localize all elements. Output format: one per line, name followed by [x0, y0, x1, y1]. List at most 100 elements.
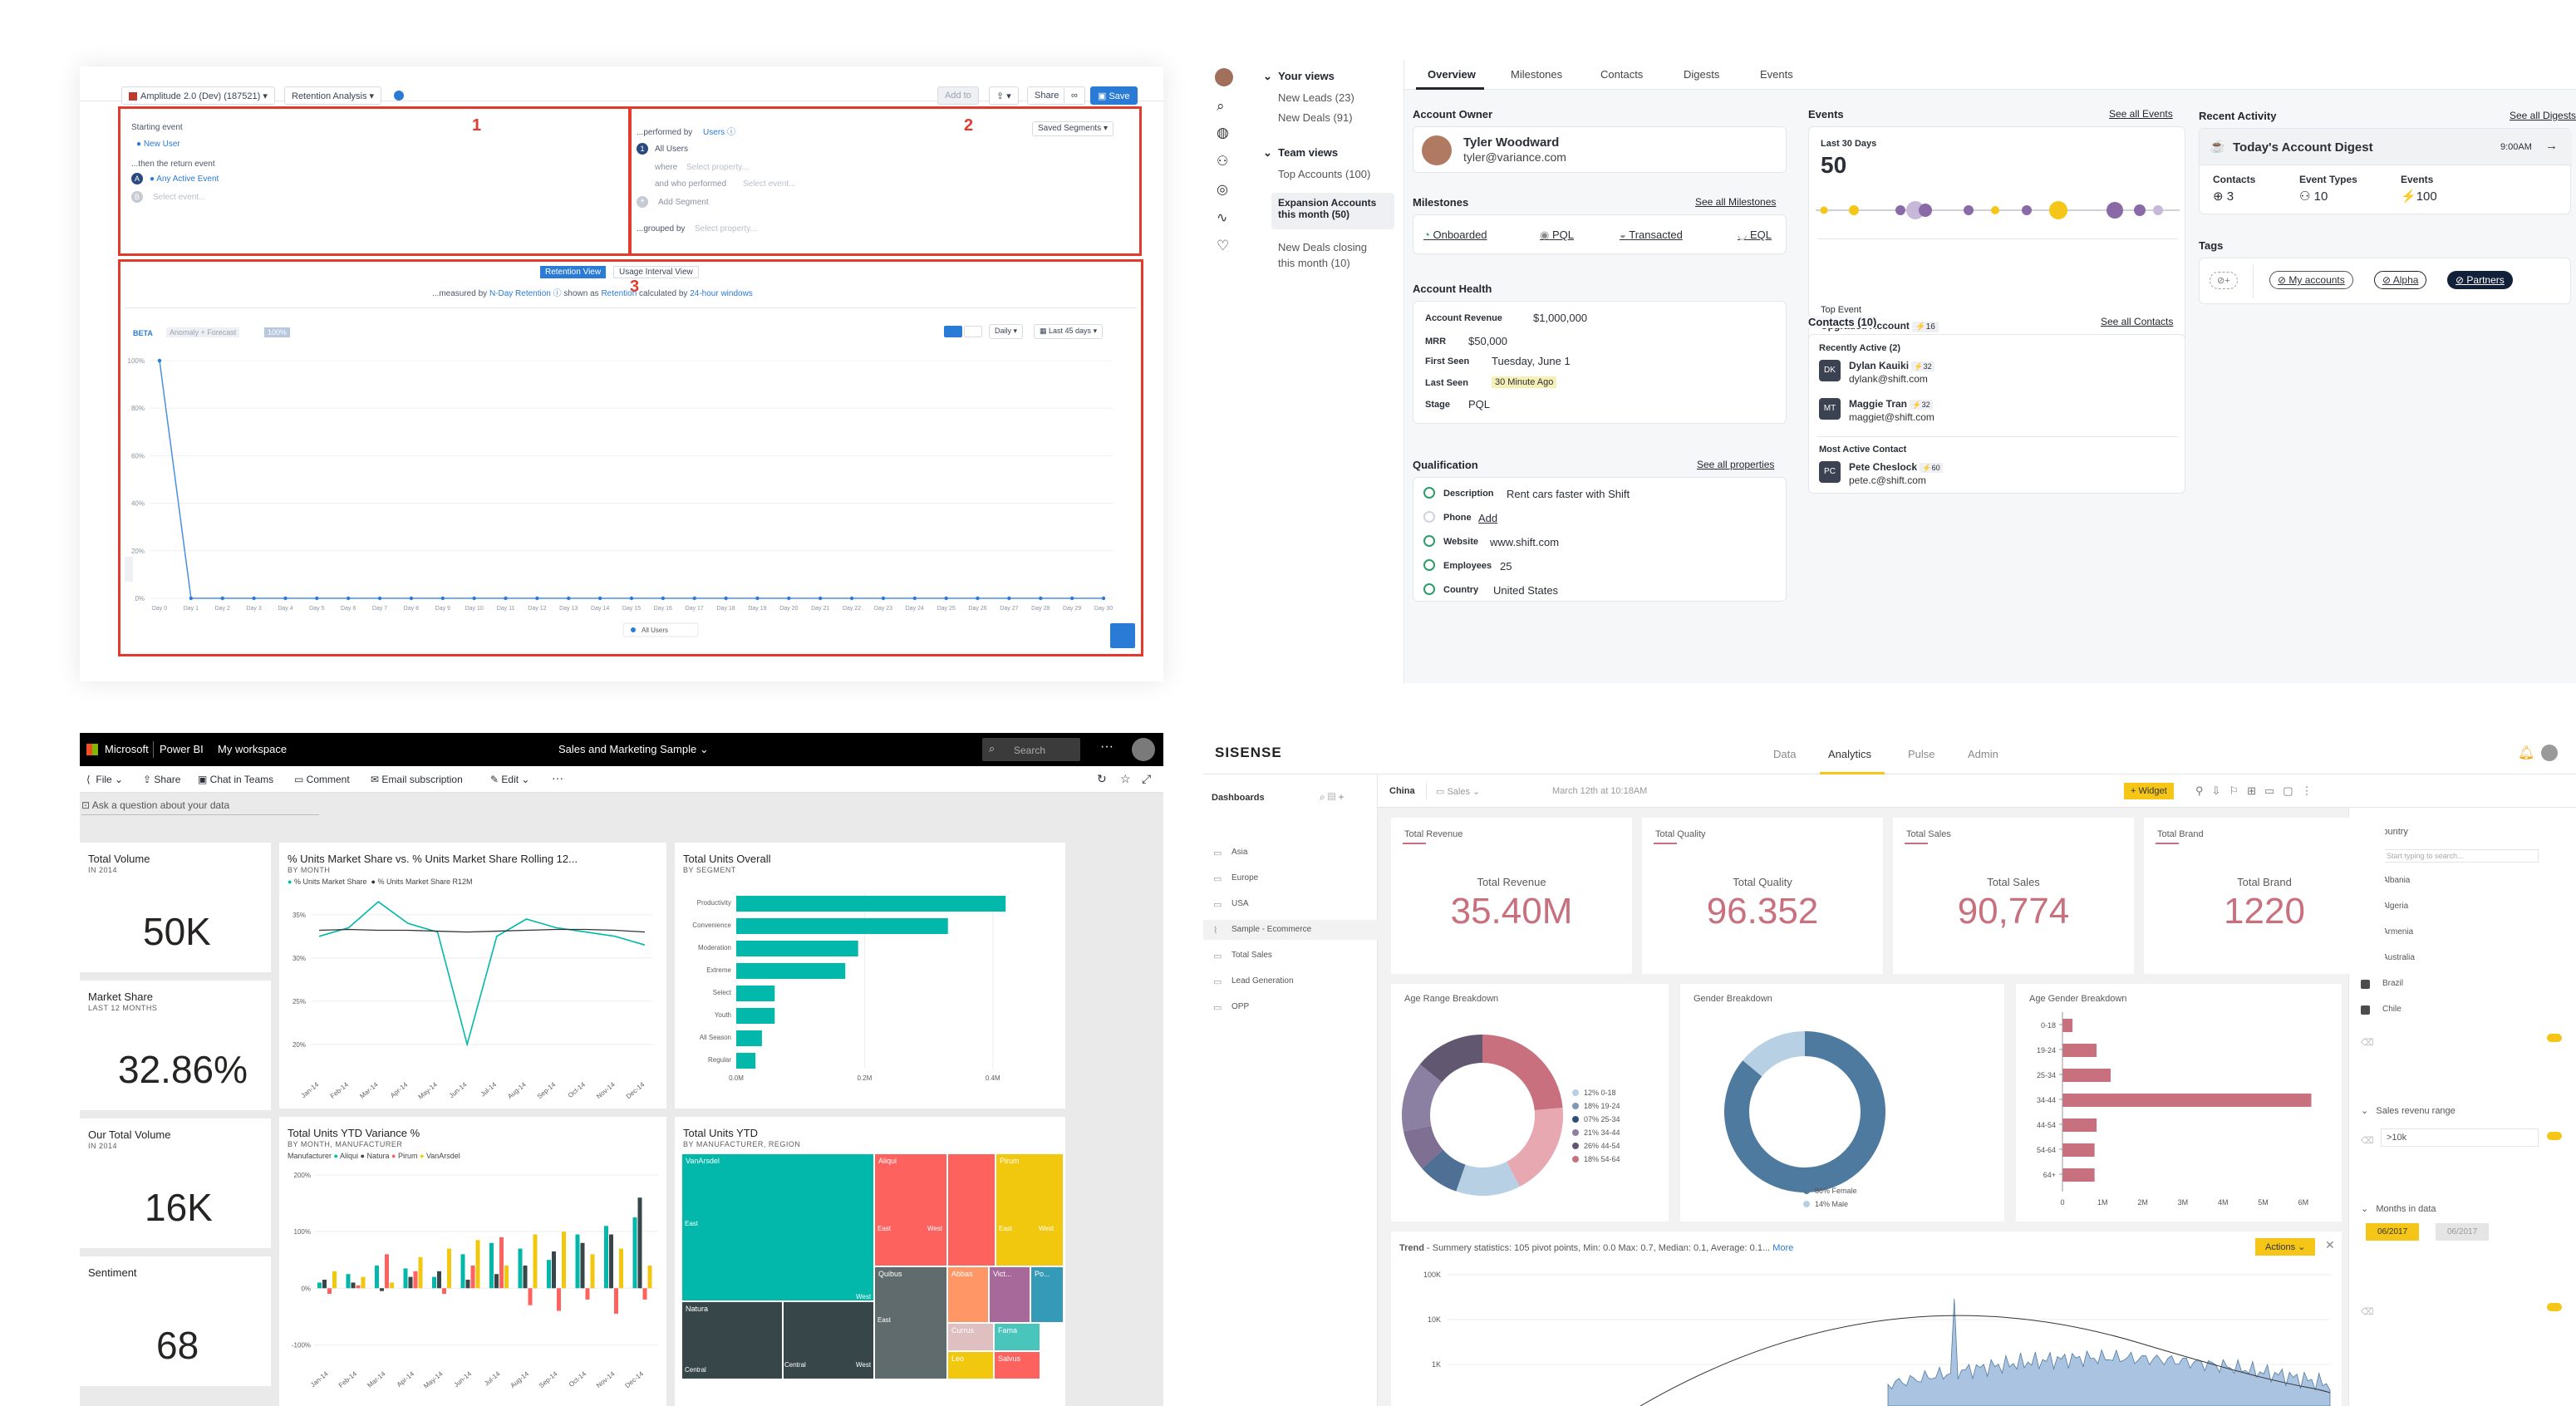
add-tag-button[interactable]: ⊘+ — [2210, 272, 2238, 289]
sidebar-actions[interactable]: ⌕ ▤ + — [1320, 791, 1345, 803]
chat-icon[interactable] — [1110, 623, 1135, 648]
country-search-input[interactable]: Start typing to search... — [2381, 849, 2539, 863]
line-chart-icon[interactable] — [944, 326, 962, 337]
nav-admin[interactable]: Admin — [1968, 748, 1998, 760]
country-option[interactable]: Chile — [2382, 1005, 2401, 1014]
country-option[interactable]: Brazil — [2382, 979, 2404, 988]
country-option[interactable]: Australia — [2382, 953, 2415, 962]
country-option[interactable]: Algeria — [2382, 902, 2409, 911]
compass-icon[interactable]: ◎ — [1217, 183, 1228, 197]
add-to-button[interactable]: Add to — [937, 86, 979, 105]
arrow-right-icon[interactable]: → — [2545, 139, 2558, 153]
anomaly-forecast-toggle[interactable]: Anomaly + Forecast — [166, 327, 240, 337]
add-widget-button[interactable]: + Widget — [2124, 783, 2174, 799]
trash-icon[interactable]: ⌫ — [2361, 1038, 2374, 1048]
country-option[interactable]: Albania — [2382, 876, 2411, 885]
starting-event-value[interactable]: ● New User — [136, 140, 180, 149]
nav-pulse[interactable]: Pulse — [1908, 748, 1935, 760]
trend-more-link[interactable]: More — [1772, 1243, 1794, 1253]
nav-data[interactable]: Data — [1773, 748, 1797, 760]
add-phone-link[interactable]: Add — [1478, 512, 1498, 524]
see-all-contacts-link[interactable]: See all Contacts — [2101, 316, 2174, 327]
search-box[interactable]: ⌕ Search — [982, 738, 1080, 761]
treemap-cell[interactable] — [783, 1301, 874, 1379]
view-top-accounts[interactable]: Top Accounts (100) — [1278, 168, 1371, 180]
fullscreen-icon[interactable]: ⤢ — [1142, 772, 1152, 785]
view-expansion-accounts[interactable]: Expansion Accounts this month (50) — [1271, 193, 1394, 229]
line-chart-tile[interactable]: % Units Market Share vs. % Units Market … — [279, 843, 666, 1109]
month-to-chip[interactable]: 06/2017 — [2436, 1223, 2490, 1241]
milestone-transacted[interactable]: ◒ Transacted — [1620, 229, 1683, 241]
kpi-card[interactable]: Total Sales Total Sales 90,774 — [1893, 818, 2134, 974]
checkbox[interactable] — [2361, 1005, 2370, 1015]
heart-icon[interactable]: ♡ — [1217, 238, 1230, 253]
variance-chart-tile[interactable]: Total Units YTD Variance % BY MONTH, MAN… — [279, 1117, 666, 1406]
return-event-value[interactable]: ● Any Active Event — [150, 175, 219, 184]
select-event-input[interactable]: Select event... — [153, 193, 206, 202]
see-all-events-link[interactable]: See all Events — [2109, 108, 2173, 120]
actions-button[interactable]: Actions ⌄ — [2255, 1238, 2316, 1256]
sidebar-item[interactable]: Europe — [1231, 873, 1259, 882]
globe-icon[interactable]: ◍ — [1217, 125, 1229, 140]
search-icon[interactable]: ⌕ — [1217, 98, 1225, 114]
trash-icon[interactable]: ⌫ — [2361, 1307, 2374, 1317]
country-option[interactable]: Armenia — [2382, 927, 2414, 937]
treemap-cell[interactable]: Pirum — [995, 1153, 1064, 1266]
daily-selector[interactable]: Daily ▾ — [989, 324, 1024, 339]
toolbar-icons[interactable]: ⚲⇩⚐⊞▭▢⋮ — [2195, 784, 2321, 797]
percent-toggle[interactable]: 100% — [264, 327, 291, 337]
view-new-leads[interactable]: New Leads (23) — [1278, 91, 1354, 104]
account-owner-card[interactable]: Tyler Woodward tyler@variance.com — [1413, 126, 1787, 173]
tag-my-accounts[interactable]: ⊘ My accounts — [2269, 271, 2353, 289]
menu-chat-teams[interactable]: ▣ Chat in Teams — [198, 774, 274, 785]
share-button[interactable]: Share — [1027, 86, 1067, 105]
your-views-header[interactable]: ⌄ Your views — [1263, 70, 1335, 82]
milestone-eql[interactable]: ◡ EQL — [1738, 229, 1772, 241]
date-range-selector[interactable]: ▦ Last 45 days ▾ — [1034, 324, 1104, 339]
app-name[interactable]: Power BI — [160, 743, 204, 755]
menu-share[interactable]: ⇪ Share — [143, 774, 181, 785]
report-title[interactable]: Sales and Marketing Sample ⌄ — [558, 743, 709, 755]
treemap-cell[interactable]: Quibus — [874, 1266, 947, 1379]
sidebar-item[interactable]: OPP — [1231, 1002, 1250, 1011]
toggle-switch[interactable] — [2547, 1034, 2562, 1042]
bar-chart-icon[interactable] — [964, 326, 982, 337]
contact-name[interactable]: Dylan Kauiki ⚡32 — [1849, 360, 1934, 371]
sidebar-item[interactable]: Total Sales — [1231, 951, 1272, 960]
month-from-chip[interactable]: 06/2017 — [2366, 1223, 2420, 1241]
tab-digests[interactable]: Digests — [1684, 68, 1720, 81]
tag-partners[interactable]: ⊘ Partners — [2447, 271, 2513, 289]
people-icon[interactable]: ⚇ — [1217, 155, 1229, 169]
sidebar-item[interactable]: Sample - Ecommerce — [1231, 925, 1312, 934]
see-all-milestones-link[interactable]: See all Milestones — [1695, 196, 1777, 208]
age-range-widget[interactable]: Age Range Breakdown 12% 0-18 18% 19-24 07%… — [1391, 984, 1669, 1222]
see-all-properties-link[interactable]: See all properties — [1697, 459, 1775, 470]
info-icon[interactable] — [394, 91, 404, 101]
bar-chart-tile[interactable]: Total Units Overall BY SEGMENT 0.0M 0.2M 0… — [675, 843, 1065, 1109]
months-filter-header[interactable]: ⌄ Months in data — [2361, 1204, 2436, 1214]
milestone-pql[interactable]: ◉ PQL — [1540, 229, 1574, 241]
chart-type-selector[interactable]: Retention Analysis ▾ — [284, 86, 382, 105]
treemap-cell[interactable]: Abbas — [947, 1266, 989, 1323]
usage-interval-tab[interactable]: Usage Interval View — [613, 266, 699, 278]
add-segment-button[interactable]: Add Segment — [658, 198, 709, 207]
tab-overview[interactable]: Overview — [1428, 68, 1476, 81]
qa-input[interactable]: ⊡ Ask a question about your data — [81, 799, 319, 815]
menu-edit[interactable]: ✎ Edit ⌄ — [490, 774, 530, 785]
sidebar-item[interactable]: USA — [1231, 899, 1249, 908]
toggle-switch[interactable] — [2547, 1132, 2562, 1140]
refresh-icon[interactable]: ↻ — [1097, 772, 1107, 785]
kpi-card[interactable]: Total Revenue Total Revenue 35.40M — [1391, 818, 1632, 974]
treemap-cell[interactable]: Fama — [994, 1323, 1040, 1351]
user-avatar[interactable] — [2541, 745, 2558, 761]
view-new-deals-closing[interactable]: New Deals closing this month (10) — [1278, 241, 1367, 269]
treemap-cell[interactable]: Aliqui — [874, 1153, 947, 1266]
treemap-cell[interactable]: Po... — [1030, 1266, 1064, 1323]
link-icon[interactable]: ∞ — [1064, 86, 1085, 105]
menu-file[interactable]: ⟨ File ⌄ — [86, 774, 124, 785]
select-event-input-2[interactable]: Select event... — [743, 179, 796, 189]
toggle-switch[interactable] — [2547, 1303, 2562, 1311]
kpi-sentiment[interactable]: Sentiment 68 — [80, 1256, 271, 1386]
sales-range-input[interactable]: >10k — [2381, 1128, 2539, 1147]
see-all-digests-link[interactable]: See all Digests — [2510, 110, 2576, 121]
